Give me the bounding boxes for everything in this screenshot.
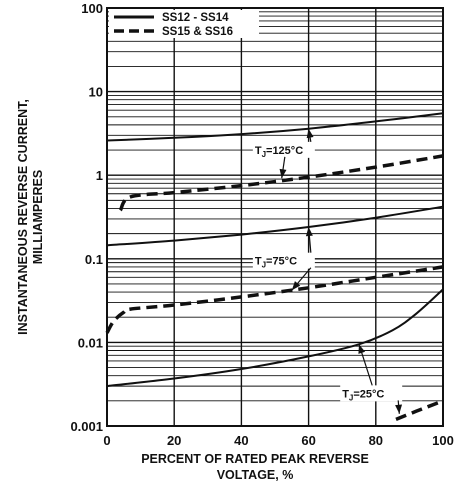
annotation-arrowhead	[291, 281, 301, 291]
x-axis-title-line-2: VOLTAGE, %	[217, 468, 294, 482]
legend-label-ss15-ss16: SS15 & SS16	[162, 26, 233, 38]
annotation-label-1: TJ=75°C	[255, 256, 297, 270]
legend: SS12 - SS14 SS15 & SS16	[109, 10, 259, 38]
x-tick-label: 60	[301, 433, 315, 448]
y-tick-label: 1	[96, 168, 103, 183]
legend-label-ss12-ss14: SS12 - SS14	[162, 12, 229, 24]
legend-box	[109, 10, 259, 38]
series-layer	[105, 112, 444, 422]
plot-frame	[106, 7, 444, 427]
y-axis-title-line-2: MILLIAMPERES	[31, 170, 45, 264]
annotation-label-2: TJ=25°C	[342, 388, 384, 402]
series-line-ss12-ss14-0	[106, 112, 444, 142]
annotation-box	[252, 141, 315, 158]
series-line-ss15-ss16-5	[395, 399, 444, 422]
x-tick-label: 100	[432, 433, 454, 448]
annotations: TJ=125°C TJ=75°C TJ=25°C	[252, 128, 403, 414]
y-tick-label: 0.01	[78, 335, 103, 350]
x-axis-title-line-1: PERCENT OF RATED PEAK REVERSE	[141, 452, 369, 466]
annotation-box	[340, 385, 403, 402]
annotation-arrowhead	[395, 404, 403, 414]
series-line-ss15-ss16-1	[118, 154, 444, 212]
x-tick-label: 80	[369, 433, 383, 448]
x-tick-label: 20	[167, 433, 181, 448]
series-line-ss12-ss14-4	[106, 288, 444, 388]
x-tick-label: 0	[103, 433, 110, 448]
y-tick-label: 100	[81, 1, 103, 16]
y-tick-label: 0.001	[70, 419, 103, 434]
x-tick-label: 40	[234, 433, 248, 448]
y-tick-label: 10	[89, 85, 103, 100]
annotation-arrowhead	[358, 344, 366, 354]
y-axis-title-line-1: INSTANTANEOUS REVERSE CURRENT,	[16, 99, 30, 335]
y-tick-label: 0.1	[85, 252, 103, 267]
annotation-box	[252, 252, 315, 269]
series-line-ss15-ss16-3	[105, 265, 444, 334]
tick-labels: 0 20 40 60 80 100 0.001 0.01 0.1 1 10 100	[70, 1, 453, 448]
annotation-label-0: TJ=125°C	[255, 145, 303, 159]
annotation-arrowhead	[306, 128, 314, 139]
annotation-arrowhead	[305, 227, 313, 237]
series-line-ss12-ss14-2	[106, 205, 444, 247]
annotation-arrowhead	[279, 168, 287, 179]
